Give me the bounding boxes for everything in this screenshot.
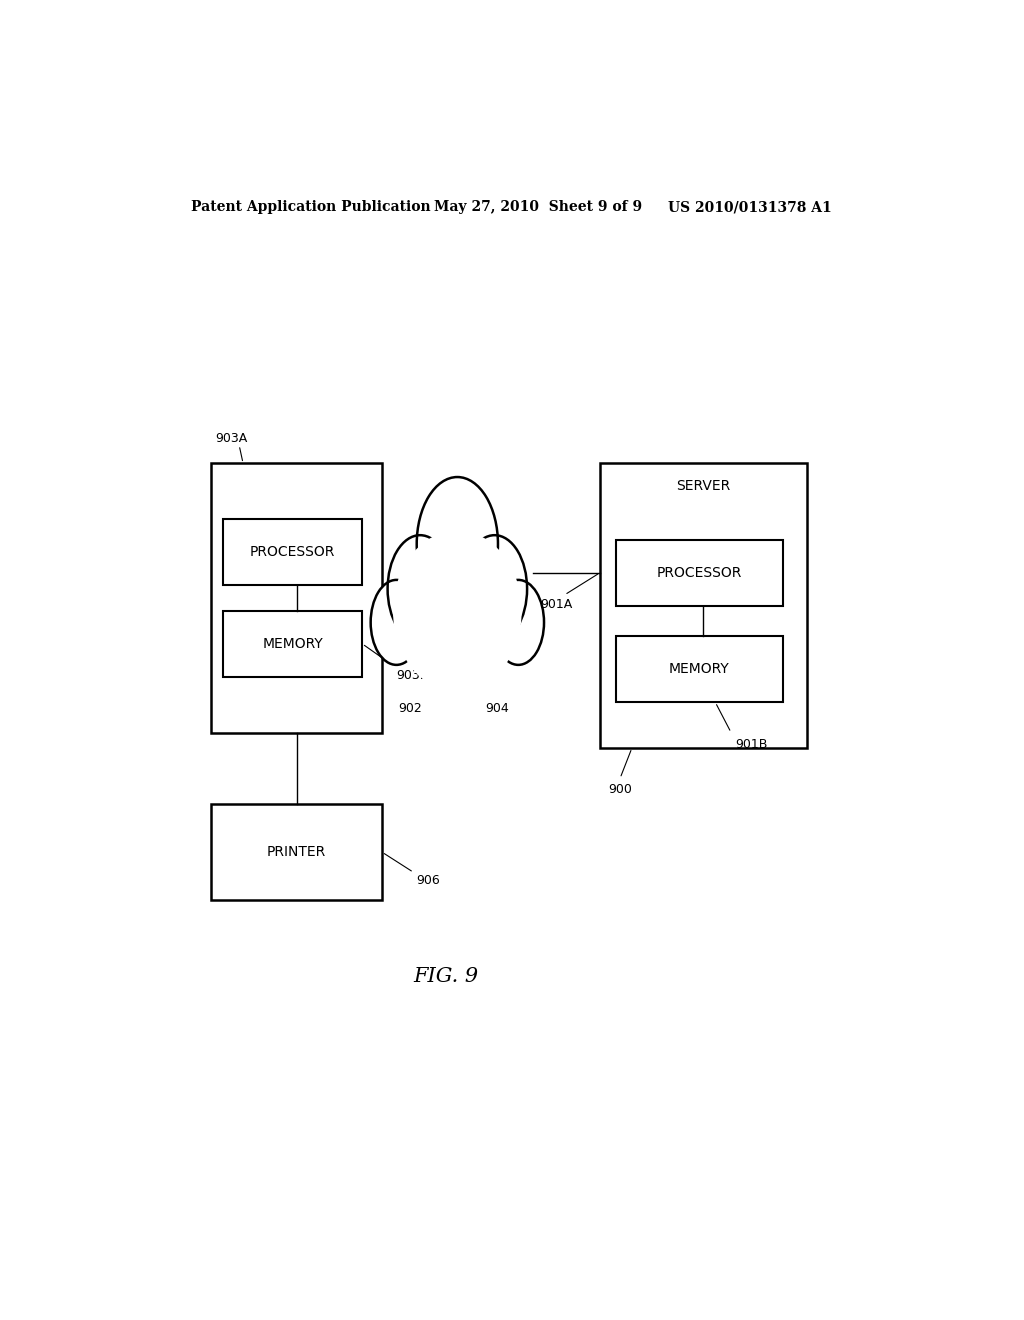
- Text: MEMORY: MEMORY: [669, 663, 730, 676]
- Text: 901A: 901A: [541, 598, 572, 611]
- FancyBboxPatch shape: [223, 611, 362, 677]
- Text: 904: 904: [485, 702, 509, 715]
- Text: 902: 902: [397, 702, 422, 715]
- FancyBboxPatch shape: [211, 804, 382, 900]
- Text: PROCESSOR: PROCESSOR: [656, 565, 742, 579]
- FancyBboxPatch shape: [211, 463, 382, 733]
- Ellipse shape: [388, 535, 453, 643]
- Text: 900: 900: [608, 784, 632, 796]
- Text: SERVER: SERVER: [676, 479, 730, 492]
- FancyBboxPatch shape: [616, 636, 782, 702]
- Text: May 27, 2010  Sheet 9 of 9: May 27, 2010 Sheet 9 of 9: [433, 201, 642, 214]
- Text: FIG. 9: FIG. 9: [413, 968, 478, 986]
- Text: MEMORY: MEMORY: [262, 636, 323, 651]
- Text: PRINTER: PRINTER: [267, 845, 327, 859]
- Text: 906: 906: [416, 874, 440, 887]
- Text: US 2010/0131378 A1: US 2010/0131378 A1: [668, 201, 831, 214]
- Ellipse shape: [417, 477, 498, 611]
- Ellipse shape: [453, 581, 510, 675]
- Text: PROCESSOR: PROCESSOR: [250, 545, 335, 560]
- Ellipse shape: [493, 579, 544, 665]
- FancyBboxPatch shape: [616, 540, 782, 606]
- Ellipse shape: [462, 535, 527, 643]
- Text: 901B: 901B: [735, 738, 767, 751]
- FancyBboxPatch shape: [600, 463, 807, 748]
- Text: Patent Application Publication: Patent Application Publication: [191, 201, 431, 214]
- Ellipse shape: [406, 581, 462, 675]
- Ellipse shape: [393, 531, 521, 692]
- FancyBboxPatch shape: [223, 519, 362, 585]
- Text: 903B: 903B: [396, 669, 429, 682]
- Text: 903A: 903A: [215, 432, 248, 445]
- Ellipse shape: [371, 579, 422, 665]
